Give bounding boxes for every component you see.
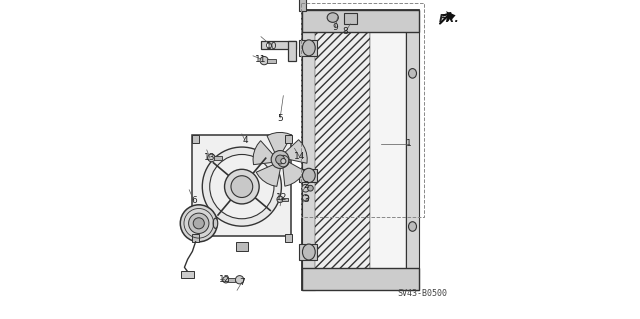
Bar	[193, 135, 200, 143]
Bar	[236, 241, 248, 251]
Circle shape	[281, 159, 286, 164]
Bar	[300, 169, 317, 182]
Bar	[261, 41, 296, 49]
Bar	[300, 40, 317, 56]
Ellipse shape	[303, 244, 316, 260]
Text: 14: 14	[294, 152, 305, 161]
Text: 7: 7	[239, 278, 244, 287]
Bar	[193, 135, 291, 236]
Circle shape	[302, 184, 310, 192]
Circle shape	[260, 56, 268, 65]
Circle shape	[180, 205, 218, 242]
Bar	[301, 3, 424, 217]
Polygon shape	[283, 161, 305, 186]
Polygon shape	[267, 132, 292, 153]
Text: 2: 2	[304, 181, 309, 189]
Bar	[285, 234, 292, 241]
Circle shape	[202, 147, 282, 226]
Bar	[303, 10, 316, 290]
Bar	[288, 41, 296, 61]
Bar	[214, 156, 222, 160]
Bar	[344, 13, 356, 24]
Circle shape	[271, 151, 289, 168]
Circle shape	[308, 185, 314, 191]
Text: 10: 10	[266, 42, 278, 51]
Text: SV43-B0500: SV43-B0500	[397, 289, 447, 298]
Ellipse shape	[303, 168, 316, 183]
Bar	[228, 278, 235, 282]
Text: 5: 5	[277, 114, 283, 122]
Bar	[181, 271, 194, 278]
Circle shape	[208, 154, 216, 162]
Polygon shape	[284, 140, 307, 163]
Bar	[303, 10, 419, 290]
Ellipse shape	[327, 13, 339, 22]
Ellipse shape	[408, 69, 417, 78]
Bar	[193, 234, 200, 241]
Circle shape	[276, 155, 285, 164]
Ellipse shape	[408, 222, 417, 231]
Circle shape	[210, 154, 274, 219]
Bar	[303, 10, 419, 32]
Text: 6: 6	[191, 197, 197, 205]
Bar	[282, 198, 288, 201]
Bar	[303, 268, 419, 290]
Polygon shape	[253, 141, 273, 165]
Bar	[406, 10, 419, 290]
Bar	[300, 0, 306, 11]
Circle shape	[236, 276, 244, 284]
Text: 9: 9	[332, 23, 338, 32]
Circle shape	[225, 169, 259, 204]
Text: 3: 3	[304, 195, 310, 204]
Circle shape	[266, 43, 271, 48]
Polygon shape	[446, 11, 456, 21]
Circle shape	[277, 196, 284, 203]
Bar	[316, 16, 370, 284]
Ellipse shape	[303, 40, 316, 56]
Text: 8: 8	[342, 27, 348, 36]
Text: 12: 12	[219, 275, 230, 284]
Text: 1: 1	[406, 139, 412, 148]
Text: 11: 11	[255, 55, 267, 63]
Text: 4: 4	[242, 136, 248, 145]
Circle shape	[303, 195, 309, 201]
Ellipse shape	[213, 218, 218, 228]
Text: 12: 12	[276, 193, 287, 202]
Bar	[300, 244, 317, 260]
Circle shape	[223, 277, 229, 283]
Circle shape	[193, 218, 204, 229]
Circle shape	[189, 213, 209, 234]
Bar	[267, 59, 276, 63]
Text: 13: 13	[204, 153, 216, 162]
Bar	[370, 16, 406, 284]
Text: FR.: FR.	[438, 14, 460, 24]
Polygon shape	[256, 164, 280, 186]
Bar	[285, 135, 292, 143]
Circle shape	[231, 176, 253, 197]
